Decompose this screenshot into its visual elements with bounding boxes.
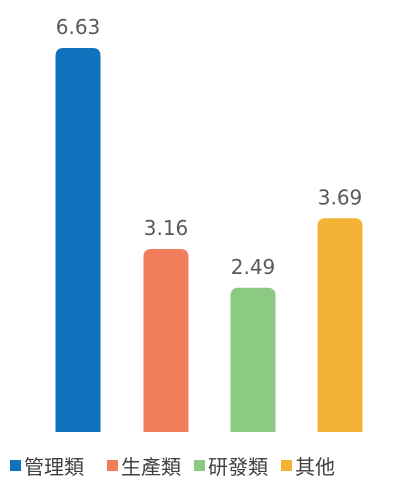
legend-swatch-4 — [281, 460, 292, 471]
bars-layer — [55, 48, 363, 432]
bar-3 — [230, 287, 276, 432]
legend-swatch-3 — [194, 460, 205, 471]
legend-item-2: 生產類 — [107, 455, 181, 479]
legend-item-3: 研發類 — [194, 455, 268, 479]
bar-1-value-label: 6.63 — [56, 15, 101, 39]
bar-1 — [55, 48, 101, 432]
bar-3-value-label: 2.49 — [231, 255, 276, 279]
legend-swatch-2 — [107, 460, 118, 471]
bar-4-value-label: 3.69 — [318, 185, 363, 209]
legend-label-2: 生產類 — [121, 455, 181, 479]
legend-label-3: 研發類 — [208, 455, 268, 479]
legend-swatch-1 — [10, 460, 21, 471]
legend: 管理類 生產類 研發類 其他 — [10, 455, 335, 479]
bar-4 — [317, 218, 363, 432]
legend-label-1: 管理類 — [24, 455, 84, 479]
legend-item-4: 其他 — [281, 455, 335, 479]
bar-2 — [143, 248, 189, 432]
value-labels-layer: 6.63 3.16 2.49 3.69 — [56, 15, 363, 279]
legend-item-1: 管理類 — [10, 455, 84, 479]
bar-2-value-label: 3.16 — [144, 216, 189, 240]
legend-label-4: 其他 — [295, 455, 335, 479]
